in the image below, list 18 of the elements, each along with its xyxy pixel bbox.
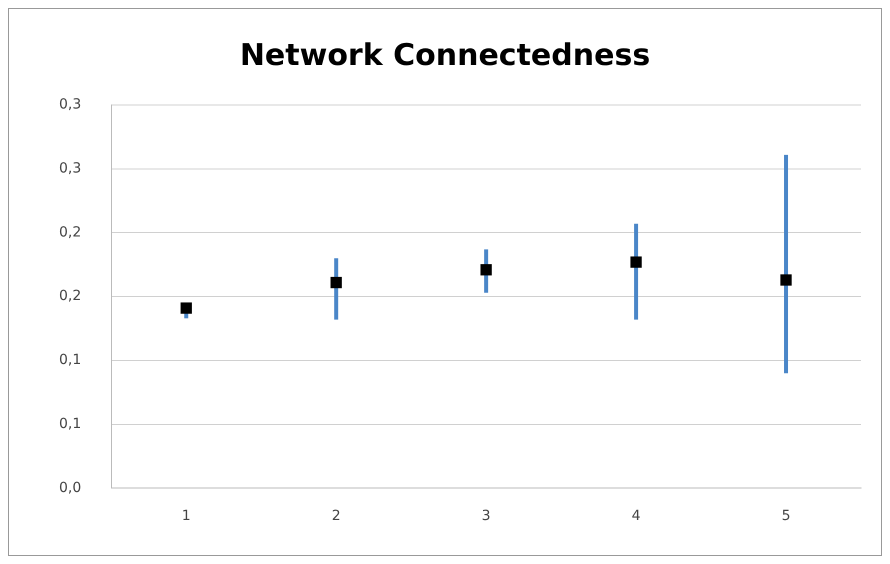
y-tick-label: 0,1 — [59, 352, 82, 368]
y-tick-label: 0,0 — [59, 480, 82, 496]
chart-title: Network Connectedness — [240, 38, 650, 73]
point — [480, 264, 492, 276]
x-tick-label: 3 — [482, 508, 491, 524]
y-tick-label: 0,1 — [59, 416, 82, 432]
x-tick-label: 5 — [782, 508, 790, 524]
point — [630, 256, 642, 268]
y-tick-label: 0,2 — [59, 224, 82, 240]
y-tick-label: 0,3 — [59, 96, 82, 113]
x-tick-label: 4 — [632, 508, 641, 524]
x-tick-label: 1 — [182, 508, 191, 524]
y-tick-label: 0,3 — [59, 160, 82, 177]
point — [780, 274, 792, 286]
y-tick-label: 0,2 — [59, 288, 82, 304]
x-tick-label: 2 — [332, 508, 341, 524]
point — [180, 302, 192, 314]
point — [330, 276, 342, 288]
